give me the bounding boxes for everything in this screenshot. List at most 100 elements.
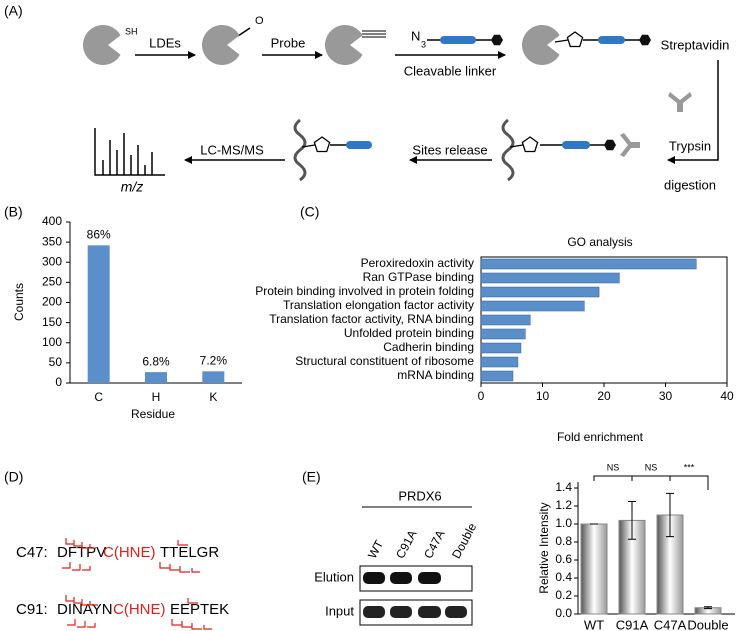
scheme-text: m/z [121, 179, 144, 195]
y-tick-label: Ran GTPase binding [363, 270, 474, 284]
annotation: NS [607, 462, 620, 472]
bar [480, 328, 526, 340]
error-bar [666, 492, 674, 538]
x-tick-label: C47A [654, 617, 687, 631]
scheme [94, 27, 719, 182]
scheme-text: Cleavable linker [404, 63, 497, 78]
protein [325, 25, 363, 65]
linker-tag [598, 36, 625, 44]
bar [480, 258, 697, 270]
panel-label: (B) [4, 204, 23, 220]
biotin [639, 34, 651, 46]
y-tick-label: 0.2 [555, 588, 572, 602]
error-bar [628, 501, 636, 540]
scheme-text: LDEs [149, 35, 181, 50]
x-axis-label: Residue [131, 407, 175, 421]
bar [202, 371, 225, 383]
value-label: 7.2% [200, 353, 228, 367]
y-tick-label: 400 [42, 214, 62, 228]
annotation: *** [684, 462, 695, 472]
lane-label: C91A [393, 528, 419, 561]
scheme-text: Trypsin [669, 138, 711, 153]
y-tick-label: 250 [42, 275, 62, 289]
blot-row-label: Input [325, 603, 354, 618]
panel-label: (D) [4, 469, 23, 485]
streptavidin [668, 92, 692, 112]
error-bar [704, 606, 712, 610]
protein [83, 25, 121, 65]
x-tick-label: 10 [536, 389, 550, 403]
y-tick-label: 1.0 [555, 516, 572, 530]
peptide-mod: C(HNE) [113, 601, 166, 618]
y-axis-label: Counts [12, 283, 26, 321]
linker-tag [346, 141, 372, 149]
arrow [667, 60, 719, 164]
scheme-text: Sites release [412, 142, 487, 157]
y-tick-label: Unfolded protein binding [344, 326, 474, 340]
y-tick-label: 100 [42, 335, 62, 349]
value-label: 6.8% [142, 354, 170, 368]
value-label: 86% [87, 228, 111, 242]
x-tick-label: WT [584, 617, 604, 631]
scheme-text: N [411, 28, 420, 43]
x-tick-label: 20 [597, 389, 611, 403]
lane-label: C47A [421, 528, 447, 561]
scheme-shapes [83, 25, 692, 157]
peptide-chain [293, 118, 307, 182]
bar [480, 356, 519, 368]
y-tick-label: 0.4 [555, 570, 572, 584]
blot-protein: PRDX6 [398, 488, 441, 503]
bond [554, 39, 569, 43]
scheme-text: Probe [271, 35, 306, 50]
linker-tag [440, 36, 476, 44]
blot-row-label: Elution [314, 569, 354, 584]
bar [145, 372, 167, 383]
y-tick-label: 0.6 [555, 552, 572, 566]
x-tick-label: 40 [720, 389, 734, 403]
y-tick-label: 0.0 [555, 606, 572, 620]
significance-brackets [593, 475, 709, 490]
panel-label: (C) [300, 204, 319, 220]
y-tick-label: 50 [49, 355, 63, 369]
y-tick-label: Structural constituent of ribosome [295, 354, 474, 368]
peptide-seq: TTELGR [160, 544, 219, 561]
fragment-ions [62, 538, 212, 630]
y-tick-label: Protein binding involved in protein fold… [255, 284, 474, 298]
x-tick-label: Double [687, 617, 728, 631]
panel-label: (A) [4, 3, 23, 19]
x-axis-label: Fold enrichment [557, 430, 644, 444]
y-axis-label: Relative Intensity [537, 502, 551, 593]
x-tick-label: H [152, 390, 161, 404]
bar [87, 245, 110, 383]
annotation: NS [645, 462, 658, 472]
x-tick-label: 0 [478, 389, 485, 403]
peptide-seq: EEPTEK [170, 601, 229, 618]
bar [480, 286, 600, 298]
y-tick-label: 200 [42, 295, 62, 309]
bar [480, 314, 531, 326]
panel-label: (E) [302, 469, 321, 485]
peptide-mod: C(HNE) [103, 544, 156, 561]
bond [509, 144, 524, 148]
scheme-text: SH [125, 26, 138, 36]
bar [480, 370, 514, 382]
x-tick-label: K [209, 390, 217, 404]
biotin [604, 139, 616, 151]
chart-title: GO analysis [567, 235, 632, 249]
peptide-chain [501, 118, 515, 182]
spectrum-axes [94, 128, 165, 176]
bond [301, 144, 316, 148]
x-tick-label: C [94, 390, 103, 404]
lane-label: WT [365, 537, 386, 561]
y-tick-label: mRNA binding [397, 368, 474, 382]
bar [480, 272, 620, 284]
triazole [313, 136, 331, 153]
protein [202, 25, 240, 65]
y-tick-label: 150 [42, 315, 62, 329]
biotin [491, 34, 503, 46]
y-tick-label: Translation factor activity, RNA binding [269, 312, 474, 326]
y-tick-label: 0.8 [555, 534, 572, 548]
blot [359, 565, 473, 626]
